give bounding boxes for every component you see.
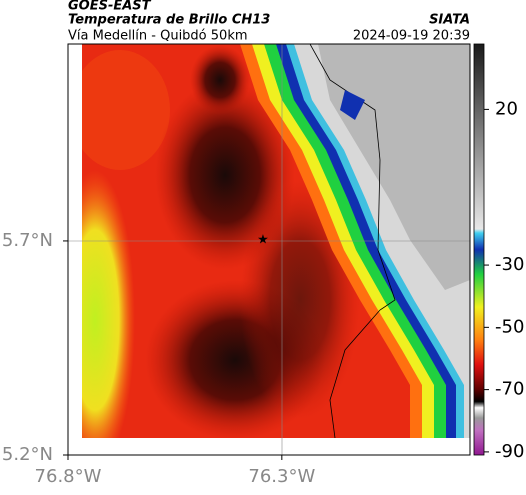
route: Vía Medellín - Quibdó 50km [68,29,248,44]
brightness-temperature-image [82,44,470,438]
x-tick-label: 76.3°W [248,466,315,487]
y-tick-label: 5.7°N [2,230,53,251]
timestamp: 2024-09-19 20:39 [353,29,470,44]
location-marker: ★ [257,233,269,248]
colorbar-tick-label: -90 [495,441,524,462]
title: GOES-EAST [68,0,152,14]
map-frame [67,43,471,456]
y-tick-label: 5.2°N [2,444,53,465]
colorbar-tick-label: 20 [495,98,518,119]
colorbar [473,43,485,456]
colorbar-tick-label: -70 [495,379,524,400]
colorbar-tick-label: -50 [495,316,524,337]
source: SIATA [429,13,470,28]
x-tick-label: 76.8°W [35,466,102,487]
subtitle: Temperatura de Brillo CH13 [68,13,270,28]
colorbar-tick-label: -30 [495,254,524,275]
